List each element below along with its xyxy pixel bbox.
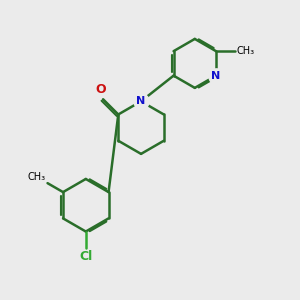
Text: N: N (212, 70, 220, 81)
Text: O: O (96, 83, 106, 96)
Text: CH₃: CH₃ (237, 46, 255, 56)
Text: CH₃: CH₃ (28, 172, 46, 182)
Text: Cl: Cl (79, 250, 92, 263)
Text: N: N (136, 96, 146, 106)
